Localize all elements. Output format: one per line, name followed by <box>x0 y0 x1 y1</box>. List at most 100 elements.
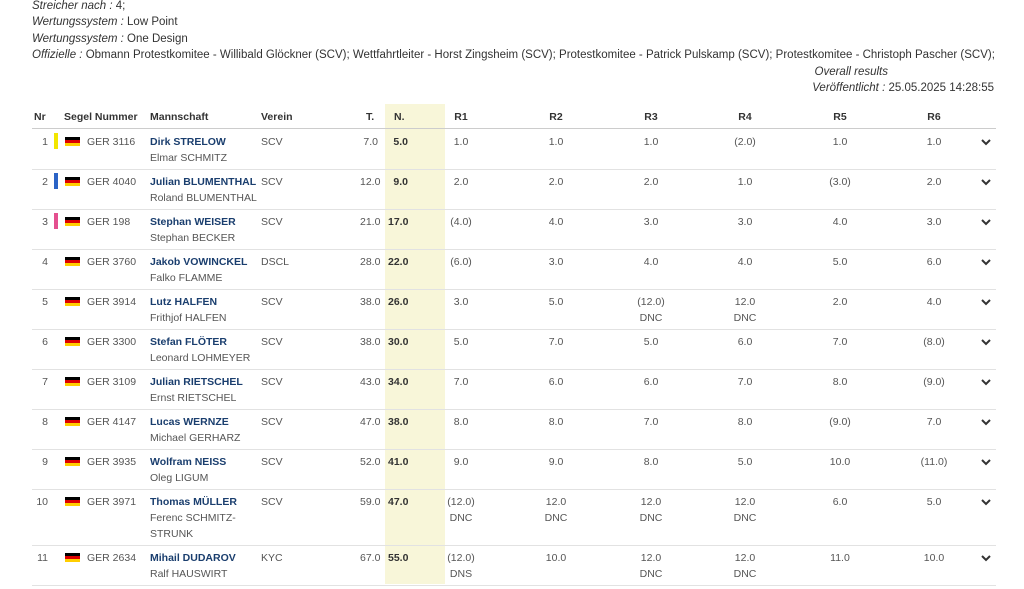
scoring-system-line-1: Wertungssystem : Low Point <box>32 16 178 28</box>
race-5-score: 11.0 <box>830 552 850 564</box>
race-2-score: 9.0 <box>548 456 564 468</box>
club: DSCL <box>261 256 290 268</box>
race-1-score: 1.0 <box>453 136 469 148</box>
crew-name: Frithjof HALFEN <box>150 312 227 324</box>
skipper-name[interactable]: Stephan WEISER <box>150 216 236 228</box>
totals-column-highlight <box>385 104 445 584</box>
sail-number: GER 4147 <box>87 416 137 428</box>
race-1-score: (4.0) <box>450 216 472 228</box>
total-points: 7.0 <box>363 136 378 148</box>
race-1-score: 3.0 <box>453 296 469 308</box>
crew-name: Leonard LOHMEYER <box>150 352 251 364</box>
chevron-down-icon[interactable] <box>980 496 994 510</box>
streicher-value: 4; <box>112 0 126 12</box>
sail-number: GER 2634 <box>87 552 137 564</box>
table-row[interactable]: 8 GER 4147 Lucas WERNZE Michael GERHARZ SCV 4… <box>32 409 996 450</box>
chevron-down-icon[interactable] <box>980 216 994 230</box>
race-3-code: DNC <box>639 312 663 324</box>
skipper-name[interactable]: Wolfram NEISS <box>150 456 227 468</box>
table-row[interactable]: 9 GER 3935 Wolfram NEISS Oleg LIGUM SCV 52.0 4… <box>32 449 996 490</box>
germany-flag-icon <box>65 457 80 466</box>
race-1-score: 2.0 <box>453 176 469 188</box>
skipper-name[interactable]: Lutz HALFEN <box>150 296 218 308</box>
skipper-name[interactable]: Mihail DUDAROV <box>150 552 236 564</box>
race-4-score: 7.0 <box>737 376 753 388</box>
race-2-score: 6.0 <box>548 376 564 388</box>
club: SCV <box>261 336 283 348</box>
table-row[interactable]: 1 GER 3116 Dirk STRELOW Elmar SCHMITZ SCV 7.0… <box>32 129 996 170</box>
scoring-key-1: Wertungssystem : <box>32 16 124 28</box>
header-nr: Nr <box>34 111 46 123</box>
chevron-down-icon[interactable] <box>980 336 994 350</box>
race-4-score: 6.0 <box>737 336 753 348</box>
header-sail-number: Segel Nummer <box>64 111 138 123</box>
skipper-name[interactable]: Thomas MÜLLER <box>150 496 237 508</box>
chevron-down-icon[interactable] <box>980 456 994 470</box>
race-5-score: (3.0) <box>829 176 851 188</box>
header-r6: R6 <box>927 111 941 123</box>
skipper-name[interactable]: Jakob VOWINCKEL <box>150 256 248 268</box>
race-6-score: 5.0 <box>926 496 942 508</box>
table-row[interactable]: 10 GER 3971 Thomas MÜLLER Ferenc SCHMITZ- ST… <box>32 489 996 546</box>
germany-flag-icon <box>65 297 80 306</box>
table-row[interactable]: 6 GER 3300 Stefan FLÖTER Leonard LOHMEYER SC… <box>32 329 996 370</box>
chevron-down-icon[interactable] <box>980 552 994 566</box>
club: SCV <box>261 376 283 388</box>
race-5-score: 2.0 <box>832 296 848 308</box>
skipper-name[interactable]: Stefan FLÖTER <box>150 336 228 348</box>
skipper-name[interactable]: Julian RIETSCHEL <box>150 376 243 388</box>
header-r3: R3 <box>644 111 658 123</box>
total-points: 67.0 <box>360 552 381 564</box>
race-1-score: 8.0 <box>453 416 469 428</box>
rank-number: 2 <box>42 176 48 188</box>
streicher-key: Streicher nach : <box>32 0 113 12</box>
race-6-score: (11.0) <box>920 456 948 468</box>
net-points: 55.0 <box>388 552 409 564</box>
race-4-score: 3.0 <box>737 216 753 228</box>
crew-name: Elmar SCHMITZ <box>150 152 227 164</box>
race-2-score: 12.0 <box>545 496 567 508</box>
race-6-score: 1.0 <box>926 136 942 148</box>
crew-name-continued: STRUNK <box>150 528 194 540</box>
chevron-down-icon[interactable] <box>980 136 994 150</box>
race-4-score: 12.0 <box>734 296 756 308</box>
scoring-value-1: Low Point <box>123 16 178 28</box>
race-3-score: (12.0) <box>637 296 665 308</box>
table-row[interactable]: 3 GER 198 Stephan WEISER Stephan BECKER SCV 2… <box>32 209 996 250</box>
race-1-score: (12.0) <box>447 552 475 564</box>
race-5-score: 1.0 <box>832 136 848 148</box>
table-row[interactable]: 7 GER 3109 Julian RIETSCHEL Ernst RIETSCHEL… <box>32 369 996 410</box>
net-points: 5.0 <box>393 136 408 148</box>
race-3-score: 12.0 <box>640 552 662 564</box>
total-points: 52.0 <box>360 456 381 468</box>
skipper-name[interactable]: Lucas WERNZE <box>150 416 229 428</box>
chevron-down-icon[interactable] <box>980 256 994 270</box>
chevron-down-icon[interactable] <box>980 416 994 430</box>
total-points: 38.0 <box>360 296 381 308</box>
race-4-score: 8.0 <box>737 416 753 428</box>
race-2-score: 3.0 <box>548 256 564 268</box>
germany-flag-icon <box>65 177 80 186</box>
scoring-value-2: One Design <box>123 33 188 45</box>
skipper-name[interactable]: Dirk STRELOW <box>150 136 226 148</box>
race-4-score: 12.0 <box>734 552 756 564</box>
header-crew: Mannschaft <box>150 111 209 123</box>
overall-results-label: Overall results <box>815 66 889 78</box>
sail-number: GER 198 <box>87 216 131 228</box>
race-6-score: 3.0 <box>926 216 942 228</box>
race-3-score: 3.0 <box>643 216 659 228</box>
officials-value: Obmann Protestkomitee - Willibald Glöckn… <box>82 49 995 61</box>
chevron-down-icon[interactable] <box>980 296 994 310</box>
table-row[interactable]: 4 GER 3760 Jakob VOWINCKEL Falko FLAMME DSCL… <box>32 249 996 290</box>
race-5-score: 7.0 <box>832 336 848 348</box>
chevron-down-icon[interactable] <box>980 176 994 190</box>
table-row[interactable]: 2 GER 4040 Julian BLUMENTHAL Roland BLUMENT… <box>32 169 996 210</box>
rank-number: 4 <box>42 256 48 268</box>
race-3-score: 5.0 <box>643 336 659 348</box>
chevron-down-icon[interactable] <box>980 376 994 390</box>
skipper-name[interactable]: Julian BLUMENTHAL <box>150 176 257 188</box>
scoring-system-line-2: Wertungssystem : One Design <box>32 33 188 45</box>
crew-name: Ernst RIETSCHEL <box>150 392 237 404</box>
table-row[interactable]: 11 GER 2634 Mihail DUDAROV Ralf HAUSWIRT KYC… <box>32 545 996 586</box>
table-row[interactable]: 5 GER 3914 Lutz HALFEN Frithjof HALFEN SCV 38… <box>32 289 996 330</box>
